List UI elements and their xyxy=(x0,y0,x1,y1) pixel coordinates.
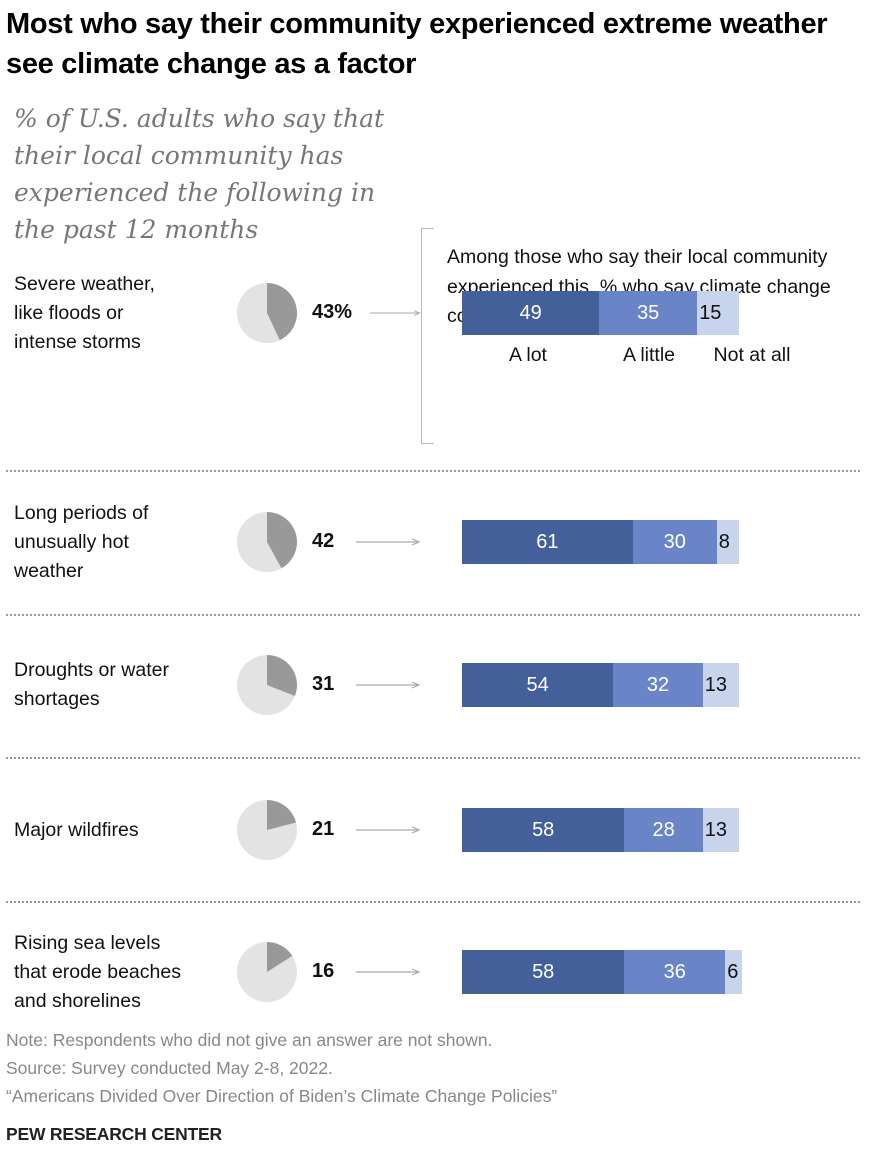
row-label-line: Long periods of xyxy=(14,501,149,524)
row-divider xyxy=(6,614,860,616)
bar-segment-a-lot: 54 xyxy=(462,663,614,707)
pie-slice xyxy=(267,512,297,569)
row-label-line: and shorelines xyxy=(14,989,141,1012)
footer-report: “Americans Divided Over Direction of Bid… xyxy=(6,1086,558,1106)
row-label: Major wildfires xyxy=(14,816,139,845)
row-divider xyxy=(6,757,860,759)
footer-source: Source: Survey conducted May 2-8, 2022. xyxy=(6,1058,333,1078)
row-label-line: weather xyxy=(14,559,84,582)
row-label-line: Major wildfires xyxy=(14,818,139,841)
pct-label: 43% xyxy=(312,301,353,323)
row-label-line: unusually hot xyxy=(14,530,129,553)
arrow-icon xyxy=(356,968,421,976)
stacked-bar: 61 30 8 xyxy=(462,520,740,564)
pie-chart xyxy=(237,512,297,572)
stacked-bar: 58 36 6 xyxy=(462,950,742,994)
row-label-line: Rising sea levels xyxy=(14,931,161,954)
stacked-bar: 54 32 13 xyxy=(462,663,740,707)
row-label-line: that erode beaches xyxy=(14,960,181,983)
stacked-bar: 49 35 15 xyxy=(462,291,740,335)
bar-segment-not-at-all: 15 xyxy=(697,291,740,335)
pie-slice xyxy=(267,283,297,341)
legend-not-at-all: Not at all xyxy=(713,344,791,366)
pew-brand: PEW RESEARCH CENTER xyxy=(6,1124,222,1144)
bar-segment-a-lot: 61 xyxy=(462,520,633,564)
pie-chart xyxy=(237,283,297,343)
arrow-icon xyxy=(356,681,421,689)
row-label-line: shortages xyxy=(14,688,100,710)
chart-subtitle: % of U.S. adults who say that their loca… xyxy=(14,104,385,244)
arrow-icon xyxy=(356,826,421,834)
bar-segment-not-at-all: 6 xyxy=(725,950,742,994)
pie-chart xyxy=(237,800,297,860)
bar-segment-not-at-all: 13 xyxy=(702,808,740,852)
bar-segment-a-lot: 49 xyxy=(462,291,600,335)
bar-segment-a-little: 32 xyxy=(613,663,703,707)
pct-label: 31 xyxy=(312,673,335,695)
row-label: Droughts or water shortages xyxy=(14,656,169,714)
arrow-icon xyxy=(356,538,421,546)
row-label-line: Severe weather, xyxy=(14,272,155,295)
bar-segment-not-at-all: 13 xyxy=(702,663,740,707)
row-divider xyxy=(6,901,860,903)
intro-bracket xyxy=(421,228,434,444)
pie-chart xyxy=(237,655,297,715)
footer-note: Note: Respondents who did not give an an… xyxy=(6,1030,493,1050)
stacked-bar: 58 28 13 xyxy=(462,808,740,852)
pct-label: 16 xyxy=(312,960,335,982)
row-label-line: Droughts or water xyxy=(14,659,169,681)
pie-chart xyxy=(237,942,297,1002)
row-label: Severe weather, like floods or intense sto… xyxy=(14,270,155,357)
pie-slice xyxy=(267,655,297,697)
bar-segment-a-lot: 58 xyxy=(462,950,625,994)
bar-segment-a-little: 30 xyxy=(632,520,717,564)
arrow-icon xyxy=(370,310,421,316)
bar-segment-a-lot: 58 xyxy=(462,808,625,852)
legend-a-lot: A lot xyxy=(509,344,547,366)
pct-label: 42 xyxy=(312,530,335,552)
chart-title: Most who say their community experienced… xyxy=(6,8,828,80)
legend-a-little: A little xyxy=(622,344,676,366)
row-label-line: like floods or xyxy=(14,301,124,324)
pie-slice xyxy=(267,800,297,830)
row-label: Rising sea levels that erode beaches and s… xyxy=(14,929,181,1016)
row-label-line: intense storms xyxy=(14,330,141,353)
pct-label: 21 xyxy=(312,818,335,840)
bar-segment-not-at-all: 8 xyxy=(716,520,740,564)
bar-segment-a-little: 35 xyxy=(599,291,698,335)
row-divider xyxy=(6,470,860,472)
row-label: Long periods of unusually hot weather xyxy=(14,499,148,586)
bar-segment-a-little: 28 xyxy=(624,808,703,852)
pie-slice xyxy=(267,942,293,972)
bar-segment-a-little: 36 xyxy=(624,950,726,994)
